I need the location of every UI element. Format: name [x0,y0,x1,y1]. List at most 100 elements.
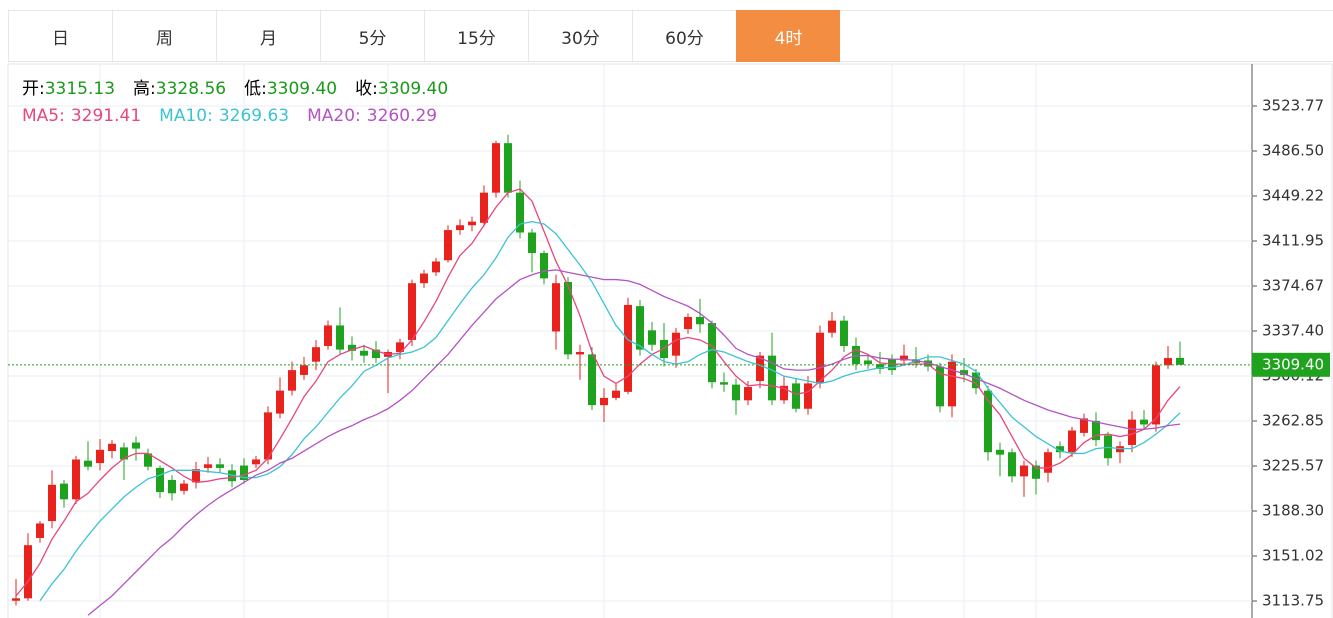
candle-body [684,317,692,330]
candle-body [96,449,104,464]
candle-body [132,442,140,449]
candle-body [576,352,584,355]
candle-body [108,443,116,452]
candle-body [372,349,380,359]
candle-body [252,459,260,465]
candle-body [624,304,632,392]
candle-body [264,412,272,460]
legend-value: 3291.41 [70,106,142,126]
ma-line [87,269,1181,616]
candle-body [1164,358,1172,366]
tab[interactable]: 周 [112,10,216,62]
tab[interactable]: 4时 [736,10,840,62]
candle-body [72,459,80,500]
legend-value: 3269.63 [218,106,290,126]
ohlc-label: 高: [133,79,156,99]
tab[interactable]: 15分 [424,10,528,62]
candle-body [192,469,200,483]
candle-body [792,383,800,409]
candle-body [768,355,776,401]
ohlc-label: 低: [244,79,267,99]
candle-body [540,253,548,279]
candle-body [1032,465,1040,479]
y-tick-label: 3411.95 [1262,232,1324,250]
y-tick-label: 3374.67 [1262,277,1324,295]
y-tick-label: 3449.22 [1262,187,1324,205]
ma-line [39,220,1181,602]
tab[interactable]: 月 [216,10,320,62]
candle-body [1056,446,1064,453]
y-tick-label: 3188.30 [1262,502,1324,520]
ohlc-value: 3309.40 [266,79,338,99]
y-tick-label: 3523.77 [1262,97,1324,115]
y-tick-label: 3262.85 [1262,412,1324,430]
candle-body [1044,452,1052,473]
y-tick-label: 3486.50 [1262,141,1324,159]
candle-body [960,370,968,375]
candle-body [948,361,956,407]
candle-body [672,332,680,356]
candle-body [708,323,716,383]
candle-body [1152,365,1160,425]
candle-body [420,273,428,284]
tab[interactable]: 60分 [632,10,736,62]
candle-body [516,192,524,233]
candle-body [456,225,464,231]
candle-body [480,192,488,223]
candle-body [744,387,752,401]
candle-body [168,479,176,494]
candle-body [48,484,56,522]
ohlc-value: 3328.56 [155,79,227,99]
ohlc-label: 收: [355,79,378,99]
candle-body [444,230,452,261]
candle-body [348,344,356,351]
candle-body [156,467,164,493]
candle-body [1140,419,1148,425]
candle-body [1092,420,1100,441]
legend-label: MA10: [159,106,213,126]
y-tick-label: 3337.40 [1262,322,1324,340]
candle-body [60,483,68,500]
candle-body [120,447,128,460]
candle-body [1080,418,1088,433]
y-tick-label: 3113.75 [1262,592,1324,610]
price-tag [1252,352,1330,377]
candle-body [528,232,536,254]
candle-body [360,350,368,356]
ohlc-value: 3309.40 [377,79,449,99]
tab[interactable]: 30分 [528,10,632,62]
tab[interactable]: 5分 [320,10,424,62]
candle-body [984,390,992,453]
candle-body [840,320,848,346]
candle-body [84,460,92,467]
candle-body [204,464,212,468]
candle-body [588,354,596,406]
candle-body [36,523,44,538]
price-tag-label: 3309.40 [1262,355,1324,373]
candle-body [756,355,764,381]
chart-frame [7,63,1333,618]
candle-body [804,383,812,409]
legend-value: 3260.29 [366,106,438,126]
candle-body [300,365,308,375]
candle-body [564,281,572,355]
candle-body [972,372,980,389]
legend-label: MA5: [22,106,65,126]
candle-body [900,355,908,361]
candle-body [408,283,416,340]
candle-body [876,364,884,369]
candle-body [180,483,188,491]
candle-body [492,143,500,193]
candle-body [216,464,224,468]
tabs: 日周月 5分 15分 30分 60分 4时 [8,10,840,62]
tab[interactable]: 日 [8,10,112,62]
candle-body [1068,430,1076,453]
candle-body [648,330,656,345]
candle-body [396,342,404,353]
candle-body [780,385,788,401]
y-tick-label: 3151.02 [1262,547,1324,565]
candle-body [600,397,608,406]
y-tick-label: 3225.57 [1262,457,1324,475]
candle-body [312,347,320,362]
